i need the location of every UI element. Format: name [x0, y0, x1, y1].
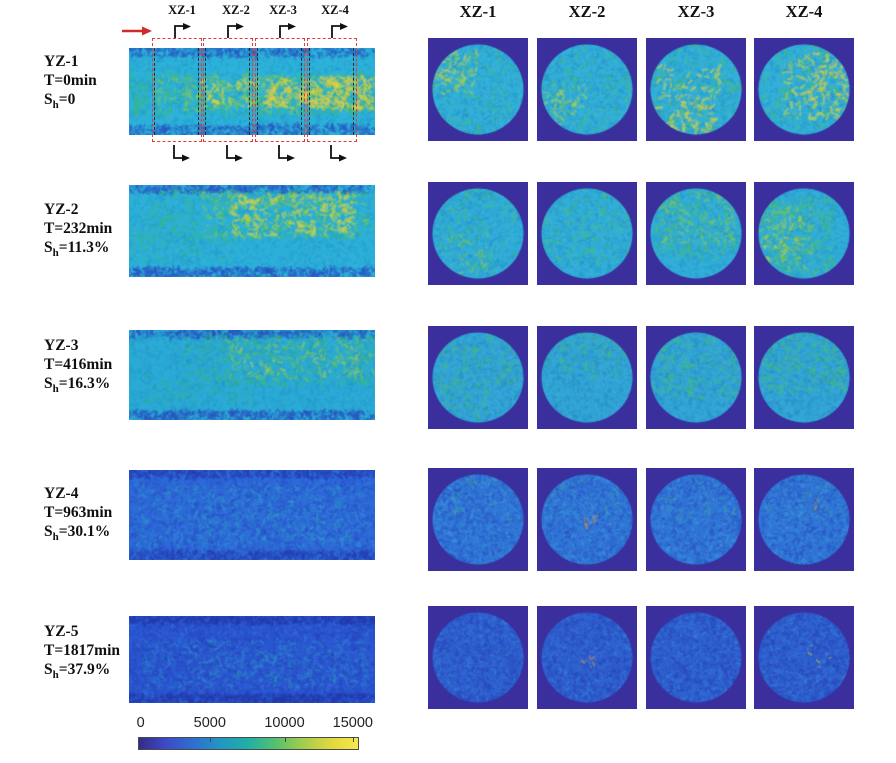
saturation-value: =0: [58, 91, 76, 108]
slice-position-label-4: XZ-4: [321, 3, 349, 17]
xz-slice-image-5-1: [428, 606, 528, 709]
roi-dashed-box-3: [255, 38, 305, 142]
colorbar-tick-mark: [352, 738, 354, 742]
yz-slice-image-3: [129, 330, 375, 420]
saturation-value: =37.9%: [58, 661, 111, 678]
xz-column-header-2: XZ-2: [568, 2, 606, 21]
xz-slice-image-5-2: [537, 606, 637, 709]
slice-cut-lines-1: [154, 48, 199, 135]
row-label-yz-5: YZ-5 T=1817min Sh=37.9%: [44, 622, 120, 685]
time-label: T=963min: [44, 504, 113, 521]
yz-slice-name: YZ-4: [44, 485, 79, 502]
xz-slice-image-2-4: [754, 182, 854, 285]
saturation-subscript: h: [52, 99, 59, 112]
saturation-subscript: h: [52, 383, 59, 396]
time-label: T=1817min: [44, 642, 121, 659]
colorbar-tick-label: 15000: [332, 715, 373, 731]
xz-column-header-4: XZ-4: [785, 2, 823, 21]
saturation-label: Sh=37.9%: [44, 660, 120, 685]
xz-slice-image-1-3: [646, 38, 746, 141]
xz-slice-image-1-4: [754, 38, 854, 141]
yz-slice-name: YZ-1: [44, 53, 79, 70]
yz-slice-image-5: [129, 616, 375, 703]
roi-dashed-box-4: [307, 38, 357, 142]
xz-slice-image-3-3: [646, 326, 746, 429]
xz-slice-image-2-1: [428, 182, 528, 285]
slice-top-corner-arrow-icon: [226, 23, 247, 44]
colorbar-tick-label: 10000: [264, 715, 305, 731]
yz-slice-name: YZ-2: [44, 201, 79, 218]
saturation-symbol: S: [44, 375, 53, 392]
yz-slice-name: YZ-3: [44, 337, 79, 354]
saturation-label: Sh=0: [44, 90, 97, 115]
slice-cut-lines-3: [257, 48, 302, 135]
xz-slice-image-1-1: [428, 38, 528, 141]
xz-slice-image-3-1: [428, 326, 528, 429]
colorbar-tick-mark: [284, 738, 286, 742]
row-label-yz-2: YZ-2 T=232min Sh=11.3%: [44, 200, 112, 263]
slice-bottom-corner-arrow-icon: [329, 145, 350, 167]
saturation-label: Sh=16.3%: [44, 374, 112, 399]
saturation-value: =16.3%: [58, 375, 111, 392]
saturation-subscript: h: [52, 247, 59, 260]
xz-slice-image-2-2: [537, 182, 637, 285]
slice-position-label-3: XZ-3: [269, 3, 297, 17]
saturation-label: Sh=11.3%: [44, 238, 112, 263]
roi-dashed-box-2: [203, 38, 253, 142]
xz-slice-image-4-4: [754, 468, 854, 571]
saturation-symbol: S: [44, 661, 53, 678]
xz-column-header-3: XZ-3: [677, 2, 715, 21]
xz-slice-image-3-2: [537, 326, 637, 429]
colorbar-tick-label: 0: [136, 715, 145, 731]
saturation-value: =30.1%: [58, 523, 111, 540]
saturation-subscript: h: [52, 531, 59, 544]
xz-slice-image-4-2: [537, 468, 637, 571]
slice-bottom-corner-arrow-icon: [225, 145, 246, 167]
slice-bottom-corner-arrow-icon: [172, 145, 193, 167]
slice-top-corner-arrow-icon: [330, 23, 351, 44]
saturation-value: =11.3%: [58, 239, 110, 256]
xz-slice-image-5-3: [646, 606, 746, 709]
time-label: T=416min: [44, 356, 113, 373]
yz-slice-name: YZ-5: [44, 623, 79, 640]
xz-slice-image-1-2: [537, 38, 637, 141]
colorbar-tick-label: 5000: [193, 715, 226, 731]
xz-slice-image-3-4: [754, 326, 854, 429]
slice-bottom-corner-arrow-icon: [277, 145, 298, 167]
xz-slice-image-2-3: [646, 182, 746, 285]
time-label: T=232min: [44, 220, 113, 237]
saturation-label: Sh=30.1%: [44, 522, 112, 547]
slice-top-corner-arrow-icon: [173, 23, 194, 44]
colorbar-tick-mark: [209, 738, 211, 742]
yz-slice-image-4: [129, 470, 375, 560]
row-label-yz-3: YZ-3 T=416min Sh=16.3%: [44, 336, 112, 399]
row-label-yz-1: YZ-1 T=0min Sh=0: [44, 52, 97, 115]
slice-cut-lines-4: [309, 48, 354, 135]
roi-dashed-box-1: [152, 38, 202, 142]
colorbar: [138, 737, 359, 750]
xz-slice-image-5-4: [754, 606, 854, 709]
saturation-symbol: S: [44, 239, 53, 256]
saturation-symbol: S: [44, 91, 53, 108]
row-label-yz-4: YZ-4 T=963min Sh=30.1%: [44, 484, 112, 547]
slice-position-label-2: XZ-2: [222, 3, 250, 17]
yz-slice-image-2: [129, 185, 375, 277]
xz-column-header-1: XZ-1: [459, 2, 497, 21]
slice-position-label-1: XZ-1: [168, 3, 196, 17]
saturation-symbol: S: [44, 523, 53, 540]
slice-cut-lines-2: [205, 48, 250, 135]
saturation-subscript: h: [52, 669, 59, 682]
xz-slice-image-4-1: [428, 468, 528, 571]
flow-direction-arrow-icon: [122, 24, 153, 42]
time-label: T=0min: [44, 72, 97, 89]
xz-slice-image-4-3: [646, 468, 746, 571]
slice-top-corner-arrow-icon: [278, 23, 299, 44]
